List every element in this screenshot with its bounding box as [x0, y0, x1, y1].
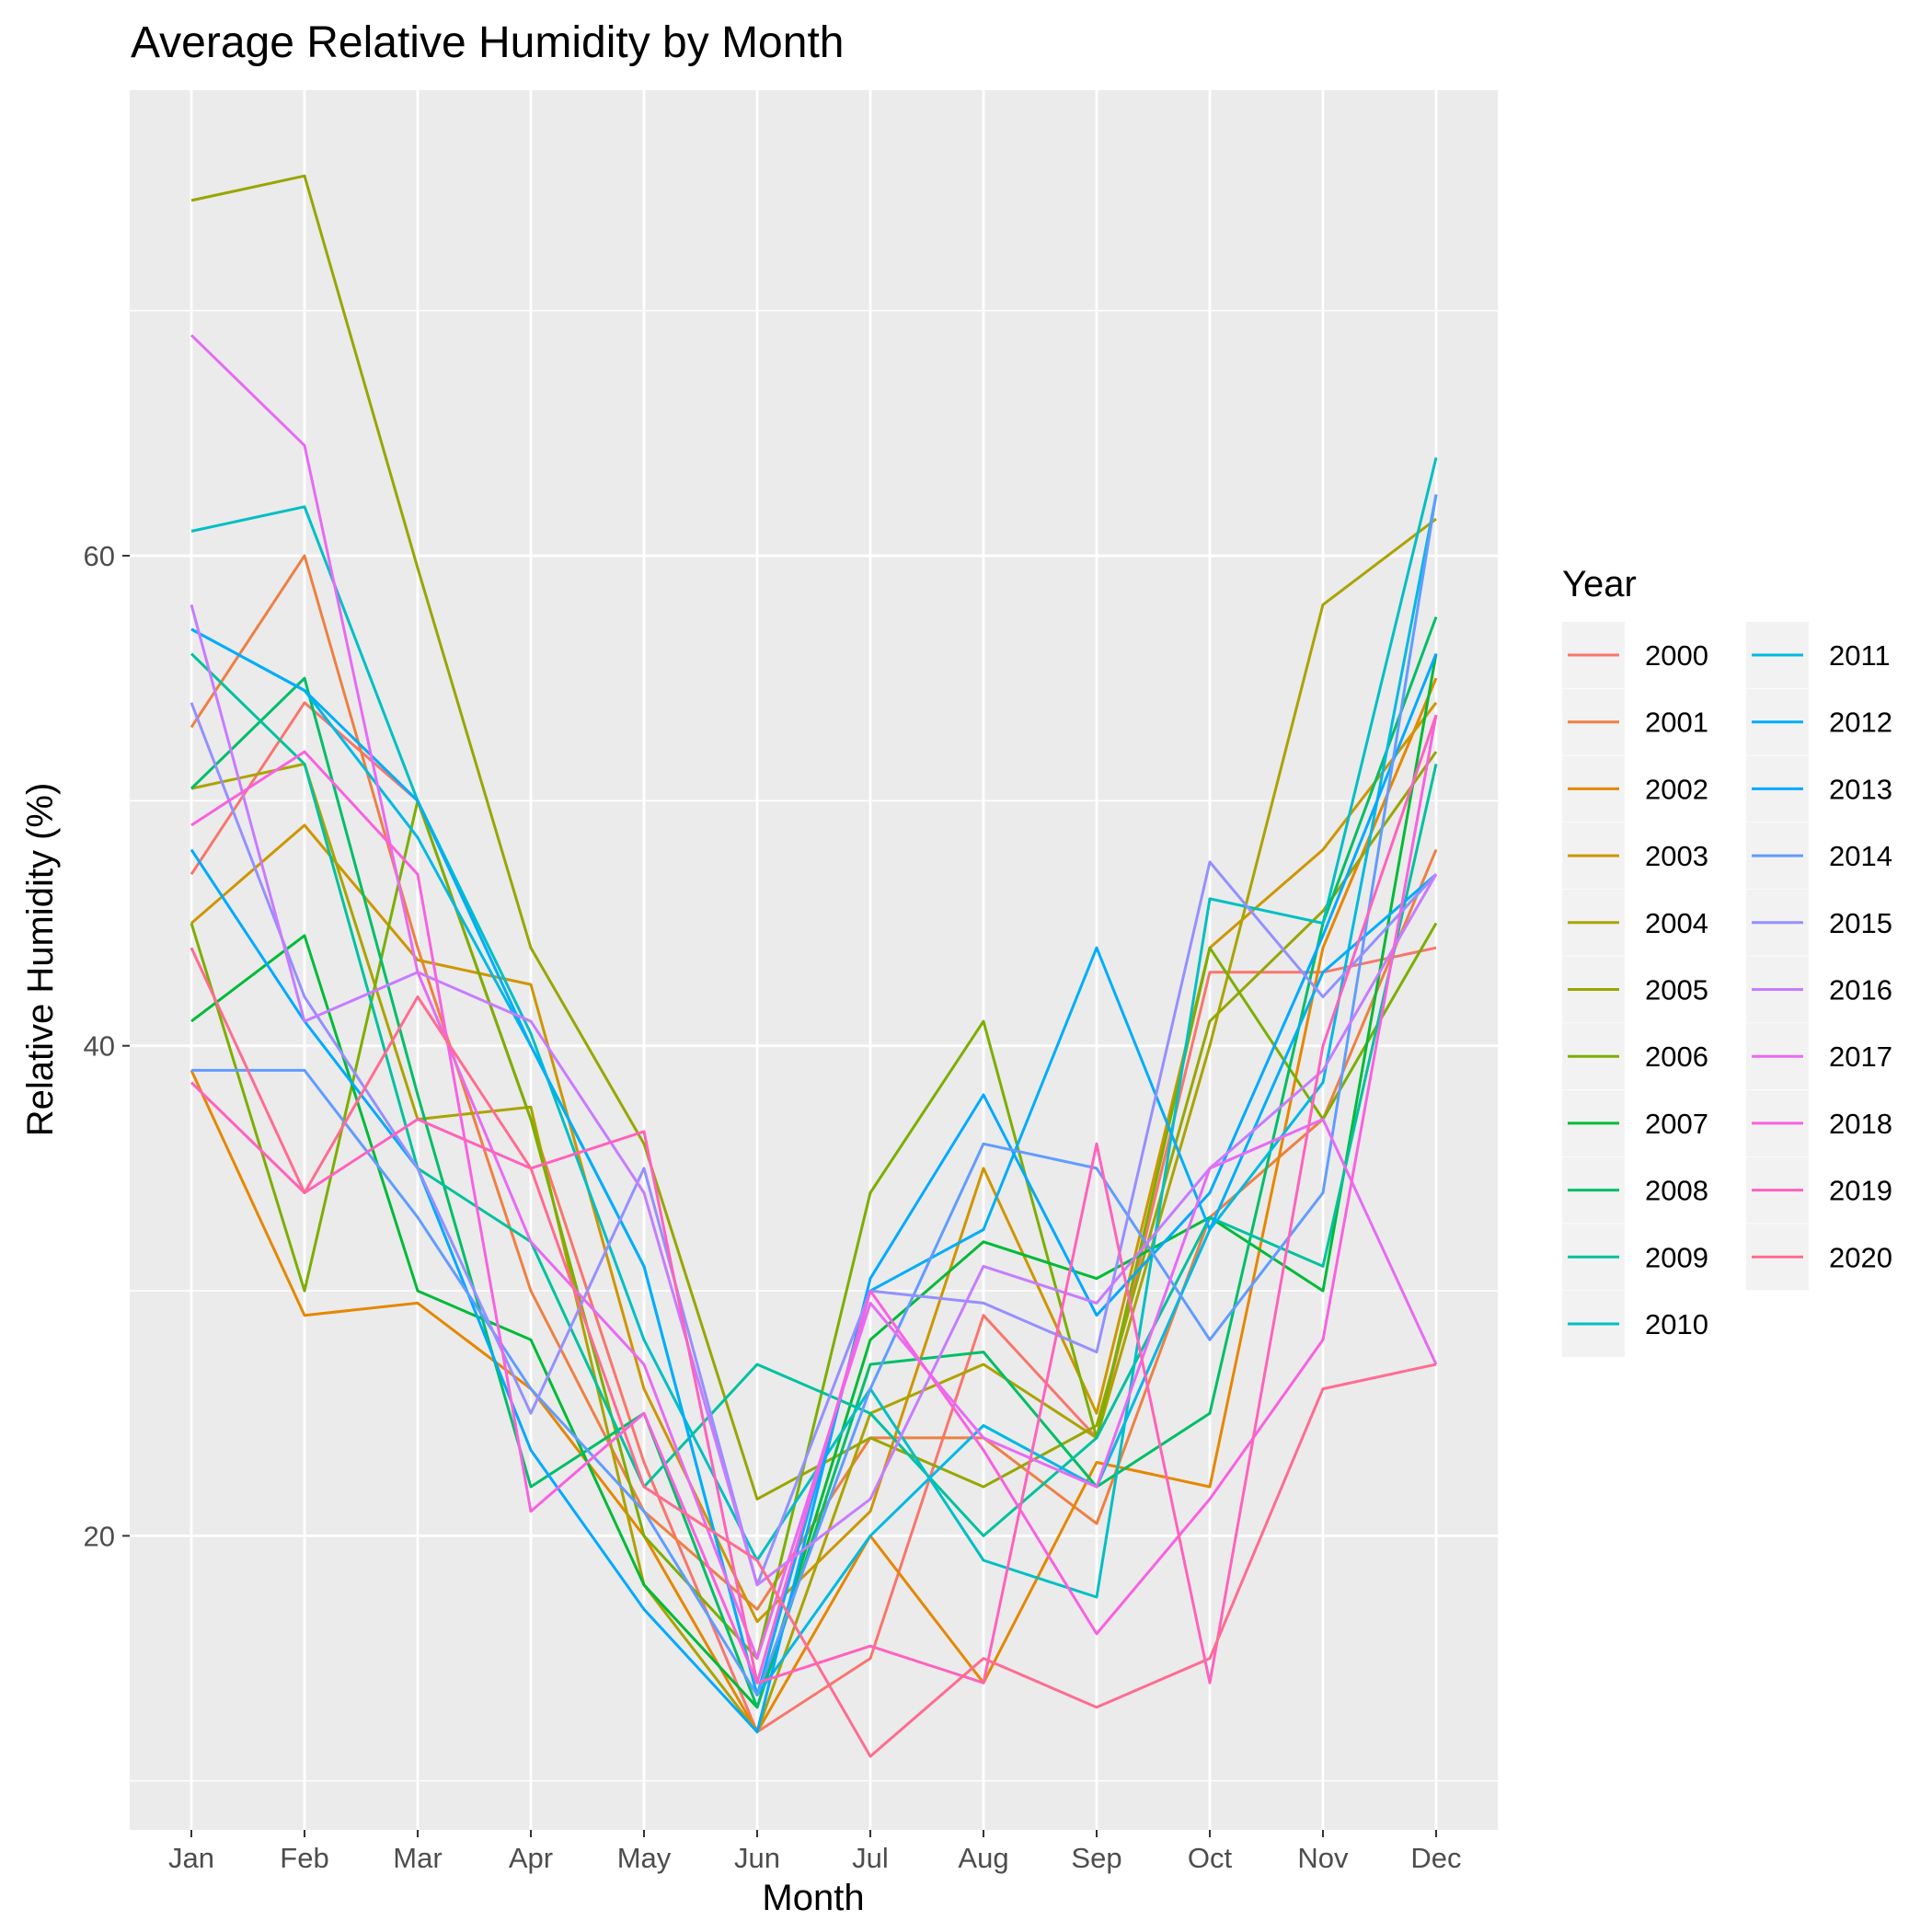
legend-label-2017: 2017 — [1829, 1041, 1892, 1073]
series-line-2010 — [190, 457, 1438, 1599]
legend-label-2012: 2012 — [1829, 707, 1892, 739]
series-line-2008 — [190, 616, 1438, 1709]
legend-label-2008: 2008 — [1645, 1175, 1708, 1207]
legend-label-2003: 2003 — [1645, 840, 1708, 872]
legend-label-2014: 2014 — [1829, 840, 1892, 872]
legend-label-2016: 2016 — [1829, 974, 1892, 1006]
legend-label-2002: 2002 — [1645, 773, 1708, 805]
legend-label-2011: 2011 — [1829, 639, 1891, 672]
x-tick-label-aug: Aug — [958, 1842, 1008, 1874]
legend-label-2004: 2004 — [1645, 907, 1708, 939]
series-line-2020 — [190, 947, 1437, 1758]
y-tick-label: 20 — [84, 1520, 115, 1552]
x-tick-label-feb: Feb — [280, 1842, 328, 1874]
legend-label-2009: 2009 — [1645, 1241, 1708, 1273]
legend-label-2020: 2020 — [1829, 1241, 1892, 1273]
series-line-2007 — [190, 653, 1438, 1709]
x-tick-label-apr: Apr — [509, 1842, 553, 1874]
series-line-2009 — [190, 652, 1438, 1537]
legend-label-2000: 2000 — [1645, 639, 1708, 672]
series-line-2018 — [190, 714, 1438, 1685]
x-tick-label-jan: Jan — [168, 1842, 214, 1874]
series-line-2002 — [190, 677, 1438, 1733]
x-tick-label-mar: Mar — [393, 1842, 442, 1874]
series-line-2019 — [190, 714, 1438, 1685]
series-line-2017 — [190, 334, 1438, 1661]
x-axis-ticks: Jan Feb Mar Apr May Jun Jul Aug Sep Oct Nov Dec — [168, 1830, 1462, 1874]
series-line-2005 — [190, 174, 1438, 1501]
legend-label-2005: 2005 — [1645, 974, 1708, 1006]
series-line-2012 — [190, 627, 1437, 1696]
x-tick-label-sep: Sep — [1071, 1842, 1121, 1874]
legend-label-2001: 2001 — [1645, 707, 1708, 739]
legend-label-2013: 2013 — [1829, 773, 1892, 805]
minor-gridlines — [130, 310, 1498, 1782]
legend-label-2018: 2018 — [1829, 1108, 1892, 1140]
legend-label-2010: 2010 — [1645, 1308, 1708, 1340]
y-axis-title: Relative Humidity (%) — [20, 783, 61, 1137]
y-axis-ticks: 20 40 60 — [84, 540, 130, 1552]
series-line-2016 — [190, 604, 1438, 1587]
series-lines — [190, 174, 1438, 1758]
series-line-2011 — [190, 494, 1438, 1696]
series-line-2003 — [190, 701, 1438, 1624]
legend: 2000 2001 2002 2003 2004 2005 2006 2007 2008 2009… — [1562, 622, 1892, 1357]
legend-label-2006: 2006 — [1645, 1041, 1708, 1073]
legend-label-2007: 2007 — [1645, 1108, 1708, 1140]
x-tick-label-jul: Jul — [852, 1842, 889, 1874]
x-tick-label-jun: Jun — [734, 1842, 780, 1874]
y-tick-label: 60 — [84, 540, 115, 572]
x-tick-label-oct: Oct — [1188, 1842, 1233, 1874]
series-line-2015 — [190, 702, 1438, 1587]
series-line-2004 — [190, 517, 1437, 1733]
legend-label-2019: 2019 — [1829, 1175, 1892, 1207]
x-tick-label-nov: Nov — [1297, 1842, 1349, 1874]
x-tick-label-dec: Dec — [1410, 1842, 1461, 1874]
y-tick-label: 40 — [84, 1030, 115, 1063]
x-axis-title: Month — [762, 1878, 864, 1918]
series-line-2013 — [190, 653, 1438, 1733]
chart-title: Average Relative Humidity by Month — [131, 18, 844, 67]
legend-title: Year — [1562, 564, 1637, 604]
x-tick-label-may: May — [617, 1842, 672, 1874]
legend-label-2015: 2015 — [1829, 907, 1892, 939]
